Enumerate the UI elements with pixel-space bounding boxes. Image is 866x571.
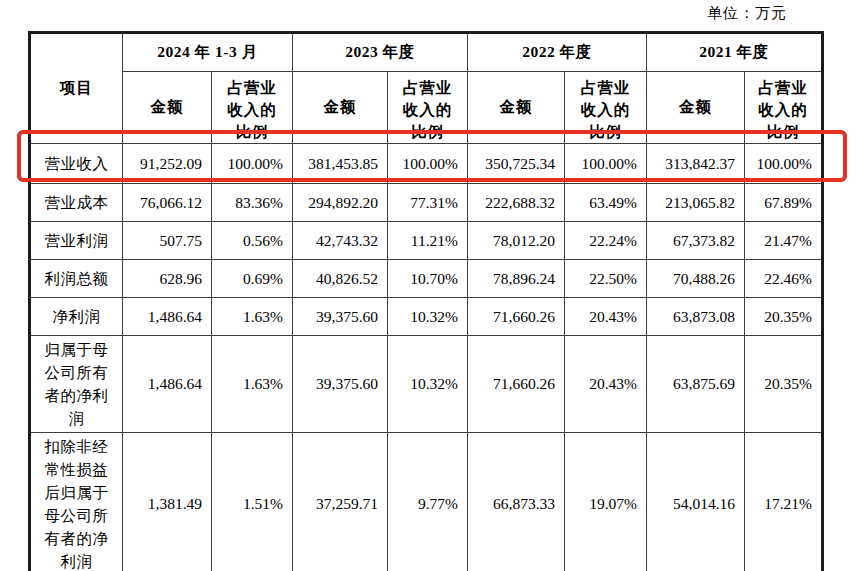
unit-label: 单位：万元 — [707, 4, 787, 23]
row-value: 11.21% — [388, 222, 468, 260]
row-label: 营业利润 — [30, 222, 123, 260]
ratio-header-text: 占营业收入的比例 — [580, 77, 632, 143]
row-value: 76,066.12 — [123, 184, 212, 222]
row-value: 37,259.71 — [293, 433, 388, 571]
row-value: 70,488.26 — [647, 260, 745, 298]
row-value: 20.35% — [745, 298, 823, 336]
row-value: 100.00% — [388, 144, 468, 184]
amount-header-2024: 金额 — [123, 72, 212, 144]
period-header-row: 项目 2024 年 1-3 月 2023 年度 2022 年度 2021 年度 — [30, 33, 823, 72]
row-value: 10.70% — [388, 260, 468, 298]
row-value: 1.51% — [212, 433, 293, 571]
period-header-2021: 2021 年度 — [647, 33, 823, 72]
table-row: 利润总额628.960.69%40,826.5210.70%78,896.242… — [30, 260, 823, 298]
row-value: 67.89% — [745, 184, 823, 222]
row-value: 77.31% — [388, 184, 468, 222]
row-value: 39,375.60 — [293, 298, 388, 336]
row-value: 42,743.32 — [293, 222, 388, 260]
row-label: 扣除非经常性损益后归属于母公司所有者的净利润 — [30, 433, 123, 571]
row-label: 归属于母公司所有者的净利润 — [30, 336, 123, 433]
ratio-header-2021: 占营业收入的比例 — [745, 72, 823, 144]
row-value: 22.46% — [745, 260, 823, 298]
row-value: 628.96 — [123, 260, 212, 298]
row-value: 222,688.32 — [468, 184, 565, 222]
financial-table: 项目 2024 年 1-3 月 2023 年度 2022 年度 2021 年度 … — [28, 31, 824, 571]
row-value: 19.07% — [565, 433, 647, 571]
row-label: 利润总额 — [30, 260, 123, 298]
item-column-header: 项目 — [30, 33, 123, 144]
table-header: 项目 2024 年 1-3 月 2023 年度 2022 年度 2021 年度 … — [30, 33, 823, 144]
row-value: 91,252.09 — [123, 144, 212, 184]
ratio-header-text: 占营业收入的比例 — [226, 77, 278, 143]
table-row: 扣除非经常性损益后归属于母公司所有者的净利润1,381.491.51%37,25… — [30, 433, 823, 571]
row-value: 63.49% — [565, 184, 647, 222]
row-value: 22.50% — [565, 260, 647, 298]
row-label: 营业收入 — [30, 144, 123, 184]
ratio-header-2024: 占营业收入的比例 — [212, 72, 293, 144]
row-value: 1,486.64 — [123, 298, 212, 336]
row-value: 83.36% — [212, 184, 293, 222]
ratio-header-text: 占营业收入的比例 — [757, 77, 809, 143]
row-label: 营业成本 — [30, 184, 123, 222]
row-value: 213,065.82 — [647, 184, 745, 222]
table-row: 净利润1,486.641.63%39,375.6010.32%71,660.26… — [30, 298, 823, 336]
row-value: 1,381.49 — [123, 433, 212, 571]
row-value: 71,660.26 — [468, 336, 565, 433]
row-value: 63,875.69 — [647, 336, 745, 433]
row-value: 39,375.60 — [293, 336, 388, 433]
amount-header-2022: 金额 — [468, 72, 565, 144]
row-value: 0.56% — [212, 222, 293, 260]
amount-header-2023: 金额 — [293, 72, 388, 144]
row-value: 0.69% — [212, 260, 293, 298]
period-header-2023: 2023 年度 — [293, 33, 468, 72]
period-header-2022: 2022 年度 — [468, 33, 647, 72]
amount-header-2021: 金额 — [647, 72, 745, 144]
row-value: 1.63% — [212, 336, 293, 433]
table-row: 营业成本76,066.1283.36%294,892.2077.31%222,6… — [30, 184, 823, 222]
row-value: 100.00% — [565, 144, 647, 184]
row-value: 381,453.85 — [293, 144, 388, 184]
row-value: 20.35% — [745, 336, 823, 433]
row-value: 40,826.52 — [293, 260, 388, 298]
ratio-header-2023: 占营业收入的比例 — [388, 72, 468, 144]
row-value: 20.43% — [565, 298, 647, 336]
row-value: 67,373.82 — [647, 222, 745, 260]
row-value: 71,660.26 — [468, 298, 565, 336]
row-value: 1.63% — [212, 298, 293, 336]
row-value: 10.32% — [388, 298, 468, 336]
row-value: 10.32% — [388, 336, 468, 433]
ratio-header-2022: 占营业收入的比例 — [565, 72, 647, 144]
table-body: 营业收入91,252.09100.00%381,453.85100.00%350… — [30, 144, 823, 571]
row-value: 78,012.20 — [468, 222, 565, 260]
row-value: 1,486.64 — [123, 336, 212, 433]
row-label: 净利润 — [30, 298, 123, 336]
row-value: 20.43% — [565, 336, 647, 433]
row-value: 313,842.37 — [647, 144, 745, 184]
ratio-header-text: 占营业收入的比例 — [402, 77, 454, 143]
table-row: 归属于母公司所有者的净利润1,486.641.63%39,375.6010.32… — [30, 336, 823, 433]
row-value: 22.24% — [565, 222, 647, 260]
table-row: 营业收入91,252.09100.00%381,453.85100.00%350… — [30, 144, 823, 184]
row-value: 66,873.33 — [468, 433, 565, 571]
period-header-2024: 2024 年 1-3 月 — [123, 33, 293, 72]
row-value: 100.00% — [212, 144, 293, 184]
row-value: 507.75 — [123, 222, 212, 260]
row-value: 78,896.24 — [468, 260, 565, 298]
row-value: 21.47% — [745, 222, 823, 260]
row-value: 63,873.08 — [647, 298, 745, 336]
table-row: 营业利润507.750.56%42,743.3211.21%78,012.202… — [30, 222, 823, 260]
row-value: 350,725.34 — [468, 144, 565, 184]
row-value: 54,014.16 — [647, 433, 745, 571]
row-value: 100.00% — [745, 144, 823, 184]
sub-header-row: 金额 占营业收入的比例 金额 占营业收入的比例 金额 占营业收入的比例 金额 占… — [30, 72, 823, 144]
row-value: 17.21% — [745, 433, 823, 571]
row-value: 294,892.20 — [293, 184, 388, 222]
row-value: 9.77% — [388, 433, 468, 571]
